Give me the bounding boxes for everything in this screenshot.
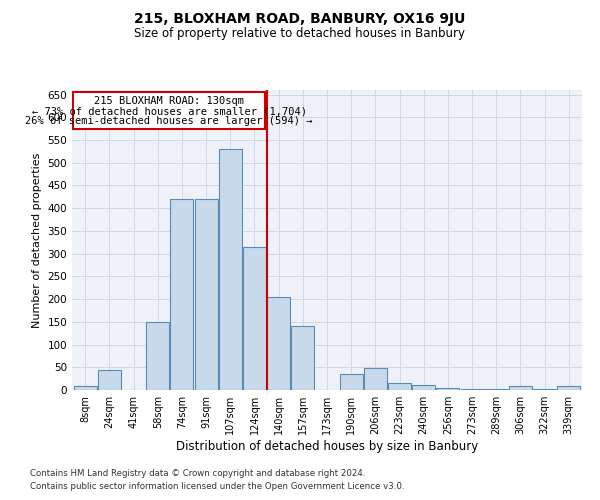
Bar [74, 386, 97, 390]
Bar [170, 199, 193, 390]
Text: 215 BLOXHAM ROAD: 130sqm: 215 BLOXHAM ROAD: 130sqm [94, 96, 244, 106]
Bar [292, 326, 314, 390]
Bar [557, 386, 580, 390]
Text: 215, BLOXHAM ROAD, BANBURY, OX16 9JU: 215, BLOXHAM ROAD, BANBURY, OX16 9JU [134, 12, 466, 26]
Bar [219, 149, 242, 390]
Bar [243, 247, 266, 390]
Text: ← 73% of detached houses are smaller (1,704): ← 73% of detached houses are smaller (1,… [32, 106, 307, 116]
Text: Contains HM Land Registry data © Crown copyright and database right 2024.: Contains HM Land Registry data © Crown c… [30, 468, 365, 477]
Bar [388, 383, 411, 390]
Text: Contains public sector information licensed under the Open Government Licence v3: Contains public sector information licen… [30, 482, 404, 491]
Bar [436, 388, 460, 390]
Text: 26% of semi-detached houses are larger (594) →: 26% of semi-detached houses are larger (… [25, 116, 313, 126]
Bar [146, 322, 169, 390]
Bar [412, 384, 435, 390]
Bar [194, 199, 218, 390]
Bar [485, 389, 508, 390]
Bar [340, 374, 362, 390]
Y-axis label: Number of detached properties: Number of detached properties [32, 152, 42, 328]
Bar [533, 389, 556, 390]
Bar [73, 92, 265, 128]
Bar [364, 368, 387, 390]
Text: Size of property relative to detached houses in Banbury: Size of property relative to detached ho… [134, 28, 466, 40]
Bar [509, 386, 532, 390]
Bar [267, 297, 290, 390]
X-axis label: Distribution of detached houses by size in Banbury: Distribution of detached houses by size … [176, 440, 478, 453]
Bar [98, 370, 121, 390]
Bar [461, 389, 484, 390]
